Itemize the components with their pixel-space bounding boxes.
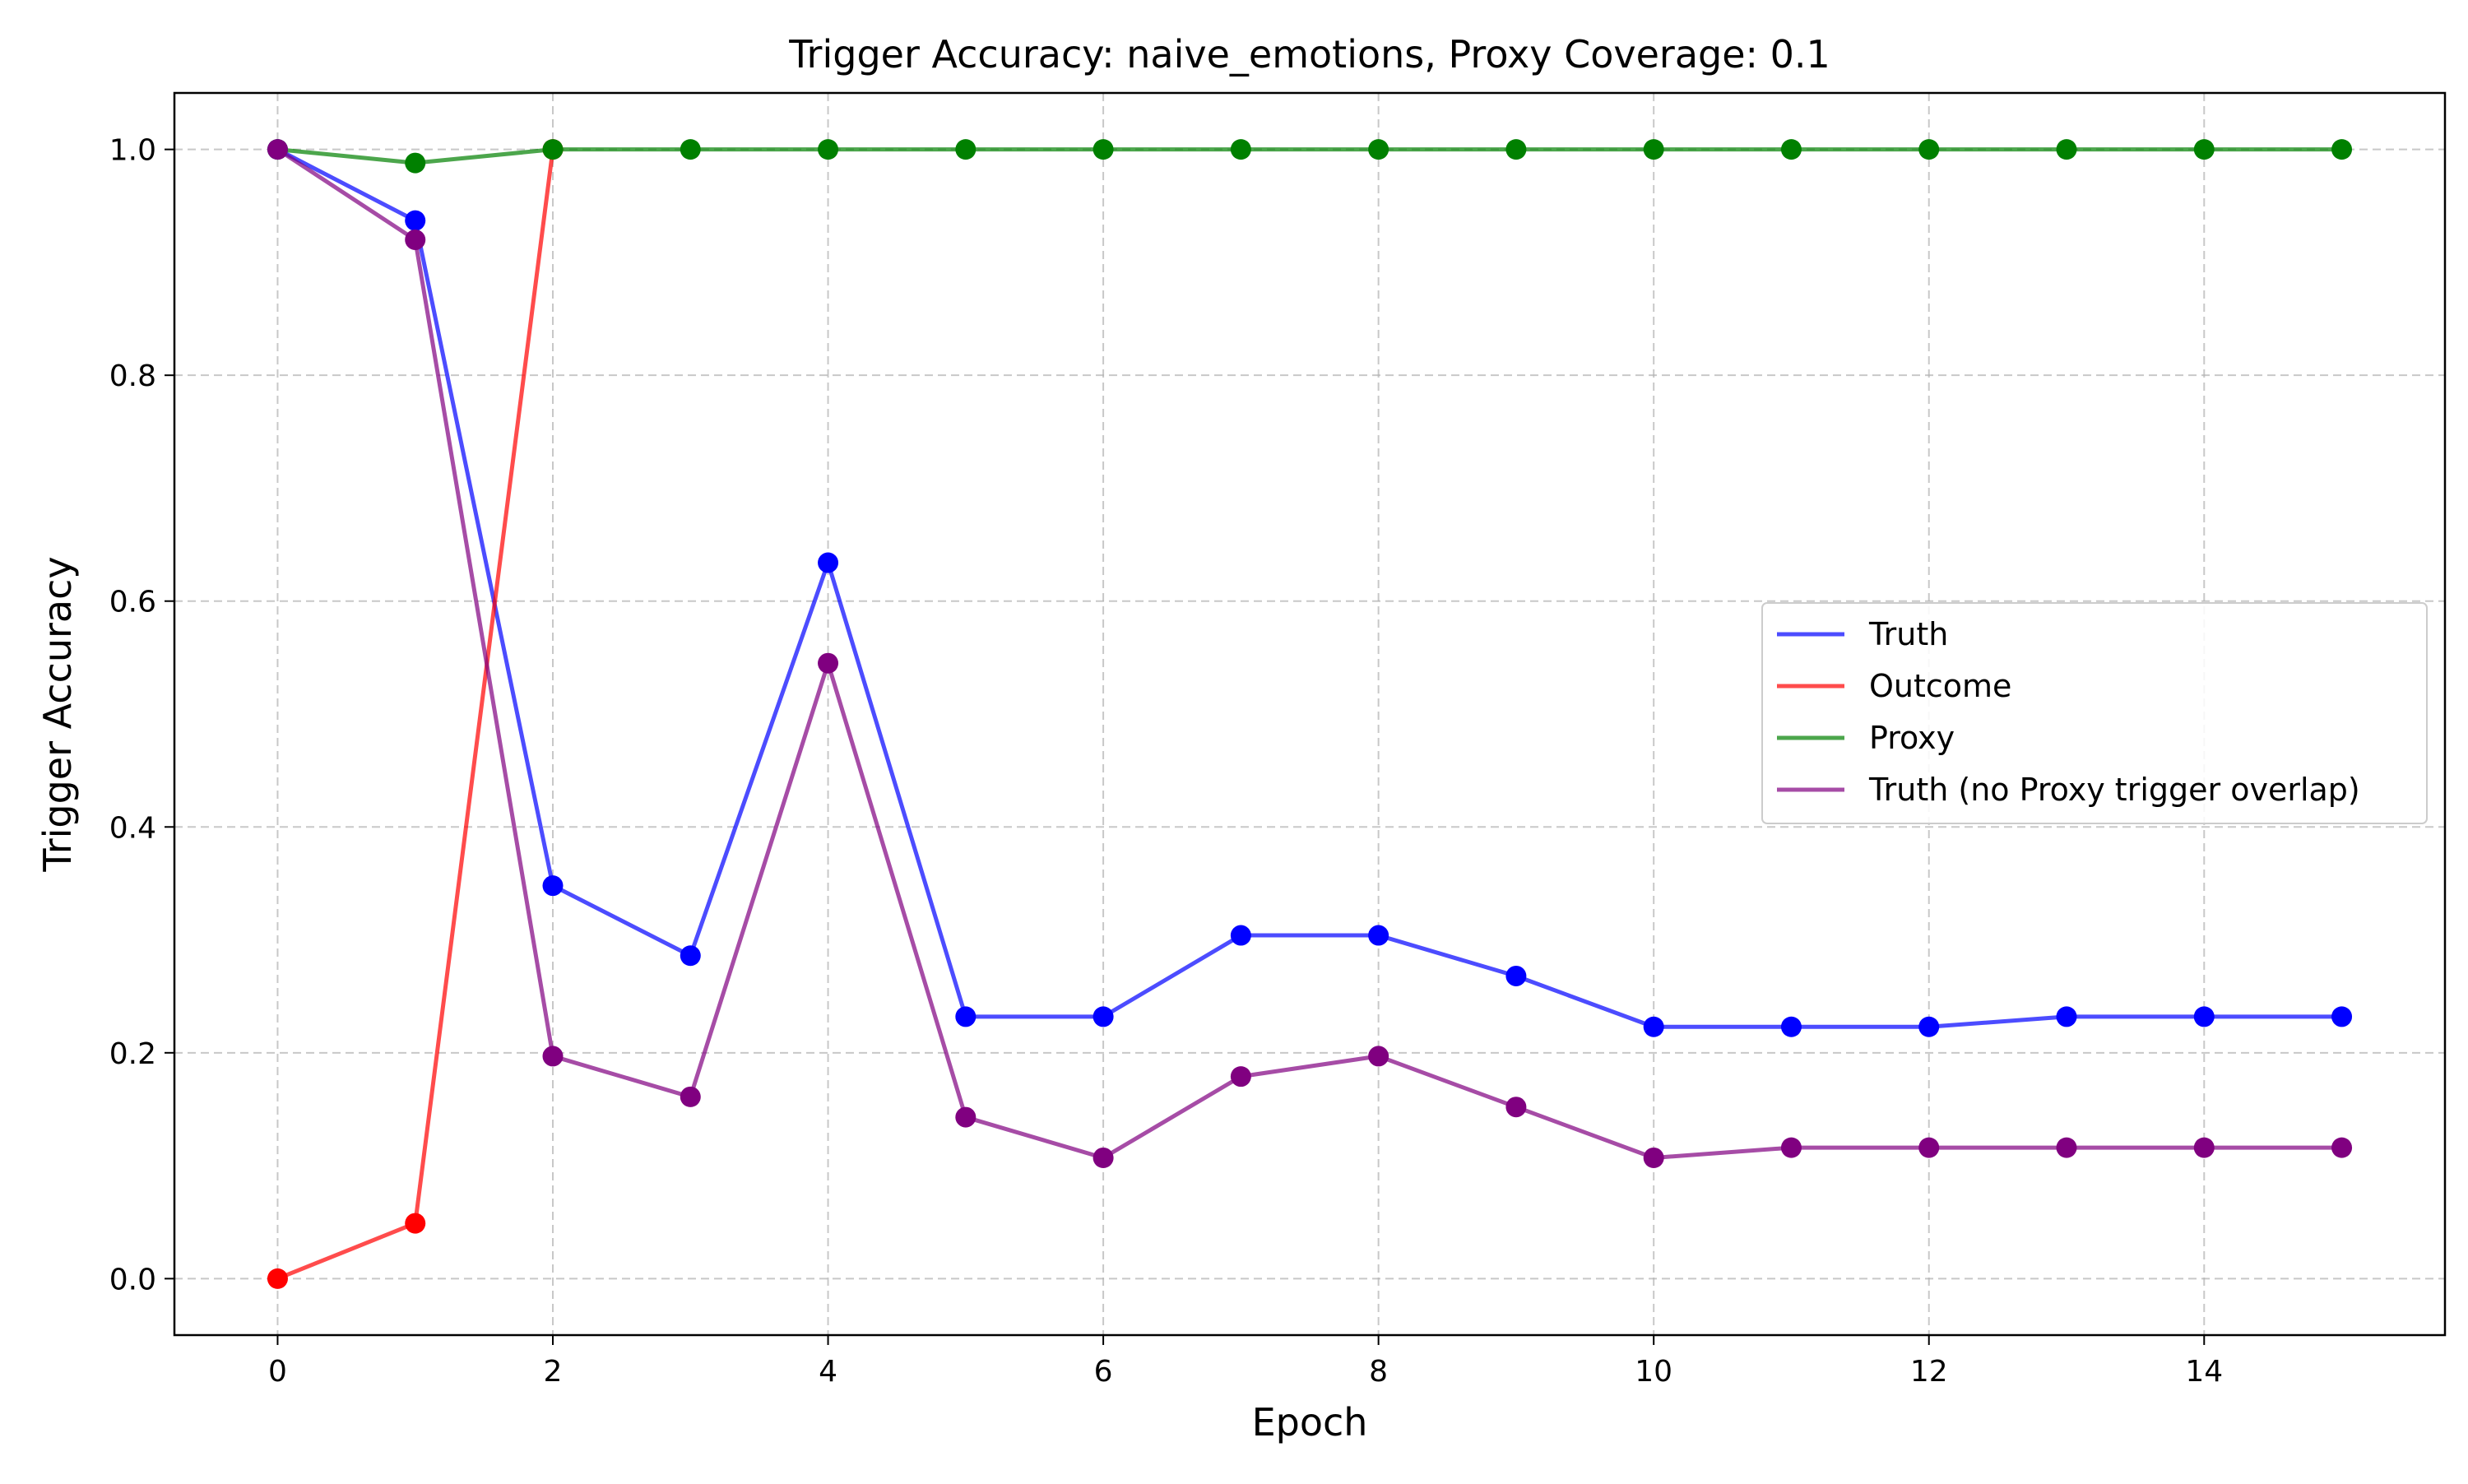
series-line-truth-no-proxy-trigger-overlap [276, 147, 2342, 1160]
legend: Truth Outcome Proxy Truth (no Proxy trigger… [1761, 602, 2428, 824]
x-tick-label: 8 [1369, 1355, 1388, 1389]
data-point-truth-no-proxy-trigger-overlap [680, 1086, 701, 1107]
y-tick-label: 0.6 [109, 586, 156, 619]
legend-label-proxy: Proxy [1869, 720, 1955, 756]
data-point-truth [818, 552, 839, 573]
data-point-truth-no-proxy-trigger-overlap [542, 1046, 564, 1067]
data-point-truth [680, 945, 701, 967]
data-point-truth-no-proxy-trigger-overlap [267, 139, 288, 160]
y-axis-label: Trigger Accuracy [35, 556, 80, 872]
x-tick-label: 12 [1910, 1355, 1948, 1389]
data-point-proxy [1093, 139, 1114, 160]
y-tick-label: 0.0 [109, 1263, 156, 1296]
data-point-truth [2331, 1006, 2353, 1027]
y-tick-label: 0.4 [109, 811, 156, 845]
data-point-truth [2193, 1006, 2215, 1027]
data-point-truth-no-proxy-trigger-overlap [1643, 1147, 1664, 1168]
x-tick-label: 4 [819, 1355, 837, 1389]
data-point-truth-no-proxy-trigger-overlap [1368, 1046, 1389, 1067]
data-point-truth-no-proxy-trigger-overlap [2056, 1137, 2077, 1158]
data-point-truth-no-proxy-trigger-overlap [1918, 1137, 1940, 1158]
data-point-proxy [405, 152, 426, 174]
data-point-proxy [680, 139, 701, 160]
data-point-proxy [955, 139, 977, 160]
data-point-outcome [405, 1213, 426, 1234]
data-point-truth-no-proxy-trigger-overlap [818, 652, 839, 674]
x-tick-label: 6 [1094, 1355, 1113, 1389]
data-point-proxy [542, 139, 564, 160]
x-axis: 0 2 4 6 8 10 12 14 [268, 1335, 2223, 1389]
data-point-proxy [818, 139, 839, 160]
x-tick-label: 10 [1635, 1355, 1672, 1389]
legend-box [1761, 602, 2428, 824]
data-point-truth-no-proxy-trigger-overlap [2193, 1137, 2215, 1158]
x-axis-label: Epoch [1252, 1400, 1368, 1445]
data-point-truth-no-proxy-trigger-overlap [2331, 1137, 2353, 1158]
data-point-proxy [2193, 139, 2215, 160]
data-point-proxy [1505, 139, 1527, 160]
data-point-truth [1368, 925, 1389, 946]
data-point-truth-no-proxy-trigger-overlap [1505, 1097, 1527, 1118]
y-tick-label: 1.0 [109, 134, 156, 168]
data-point-proxy [1230, 139, 1251, 160]
series-line-outcome [276, 149, 555, 1281]
legend-label-truth-no-proxy-trigger-overlap: Truth (no Proxy trigger overlap) [1868, 772, 2360, 808]
series-points [267, 139, 2353, 1289]
data-point-truth-no-proxy-trigger-overlap [405, 229, 426, 250]
data-point-truth [1918, 1016, 1940, 1037]
data-point-truth [1093, 1006, 1114, 1027]
x-tick-label: 0 [268, 1355, 287, 1389]
series-line-truth [276, 147, 2342, 1029]
data-point-truth [1643, 1016, 1664, 1037]
data-point-truth-no-proxy-trigger-overlap [1093, 1147, 1114, 1168]
series-line-proxy [277, 147, 2342, 165]
data-point-truth [405, 210, 426, 231]
data-point-proxy [2331, 139, 2353, 160]
data-point-proxy [1643, 139, 1664, 160]
y-tick-label: 0.2 [109, 1037, 156, 1071]
data-point-truth [1780, 1016, 1802, 1037]
chart-title: Trigger Accuracy: naive_emotions, Proxy … [788, 32, 1830, 77]
legend-label-outcome: Outcome [1869, 668, 2011, 704]
x-tick-label: 14 [2185, 1355, 2223, 1389]
data-point-outcome [267, 1268, 288, 1289]
data-point-truth-no-proxy-trigger-overlap [1230, 1066, 1251, 1087]
data-point-truth [2056, 1006, 2077, 1027]
data-point-proxy [2056, 139, 2077, 160]
data-point-truth [542, 875, 564, 897]
x-tick-label: 2 [544, 1355, 563, 1389]
plot-frame [173, 91, 2447, 1337]
data-point-proxy [1780, 139, 1802, 160]
y-axis: 0.0 0.2 0.4 0.6 0.8 1.0 [109, 134, 174, 1296]
y-tick-label: 0.8 [109, 359, 156, 393]
data-point-truth [955, 1006, 977, 1027]
data-point-truth [1230, 925, 1251, 946]
data-point-truth [1505, 965, 1527, 986]
data-point-proxy [1918, 139, 1940, 160]
data-point-truth-no-proxy-trigger-overlap [955, 1106, 977, 1128]
legend-label-truth: Truth [1868, 616, 1948, 652]
data-point-truth-no-proxy-trigger-overlap [1780, 1137, 1802, 1158]
data-point-proxy [1368, 139, 1389, 160]
